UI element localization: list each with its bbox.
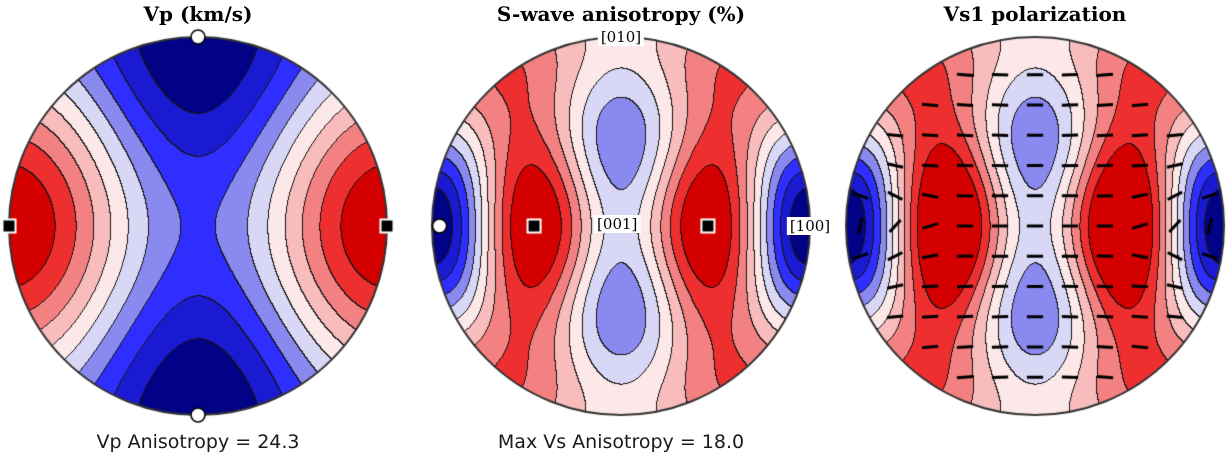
vs1-polarization-canvas	[835, 26, 1231, 426]
s-anisotropy-title: S-wave anisotropy (%)	[496, 2, 746, 26]
panel-vp: Vp (km/s) Vp Anisotropy = 24.3	[0, 0, 398, 461]
vs1-polarization-title: Vs1 polarization	[943, 2, 1127, 26]
vp-contour-canvas	[0, 26, 398, 426]
panel-vs1-polarization: Vs1 polarization	[835, 0, 1231, 461]
crystal-axis-label-100: [100]	[786, 217, 834, 235]
vp-title: Vp (km/s)	[143, 2, 253, 26]
panel-s-wave-anisotropy: S-wave anisotropy (%) [010] [001] [100] …	[421, 0, 834, 461]
crystal-axis-label-001: [001]	[594, 215, 641, 234]
vp-anisotropy-caption: Vp Anisotropy = 24.3	[96, 431, 300, 453]
crystal-axis-label-010: [010]	[597, 28, 645, 46]
max-vs-anisotropy-caption: Max Vs Anisotropy = 18.0	[497, 431, 745, 453]
